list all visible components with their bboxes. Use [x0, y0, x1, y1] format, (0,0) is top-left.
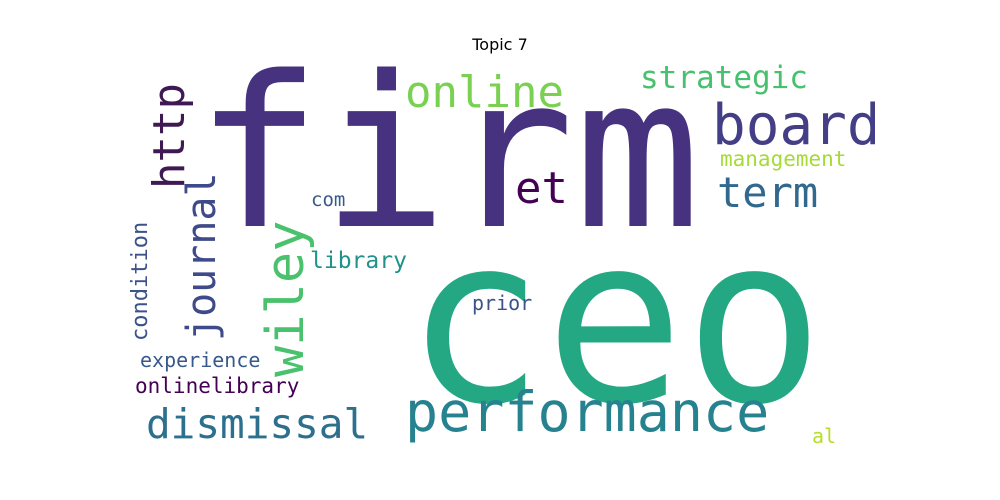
word-com: com — [311, 189, 346, 211]
word-firm: firm — [195, 55, 701, 276]
word-onlinelibrary: onlinelibrary — [135, 374, 300, 398]
word-online: online — [405, 67, 564, 118]
word-board: board — [712, 93, 875, 158]
word-library: library — [310, 248, 407, 274]
word-condition: condition — [130, 221, 153, 341]
word-wiley: wiley — [256, 220, 316, 377]
word-dismissal: dismissal — [146, 400, 369, 448]
word-term: term — [717, 168, 819, 217]
word-journal: journal — [179, 172, 225, 341]
word-ceo: ceo — [405, 186, 825, 450]
word-management: management — [720, 147, 847, 171]
word-al: al — [812, 424, 837, 448]
word-experience: experience — [140, 348, 261, 372]
word-cloud: firm ceo performance board online strate… — [130, 55, 875, 450]
word-et: et — [515, 163, 568, 214]
word-performance: performance — [405, 380, 770, 444]
word-strategic: strategic — [640, 60, 808, 96]
word-prior: prior — [472, 291, 533, 315]
chart-title: Topic 7 — [472, 35, 528, 54]
